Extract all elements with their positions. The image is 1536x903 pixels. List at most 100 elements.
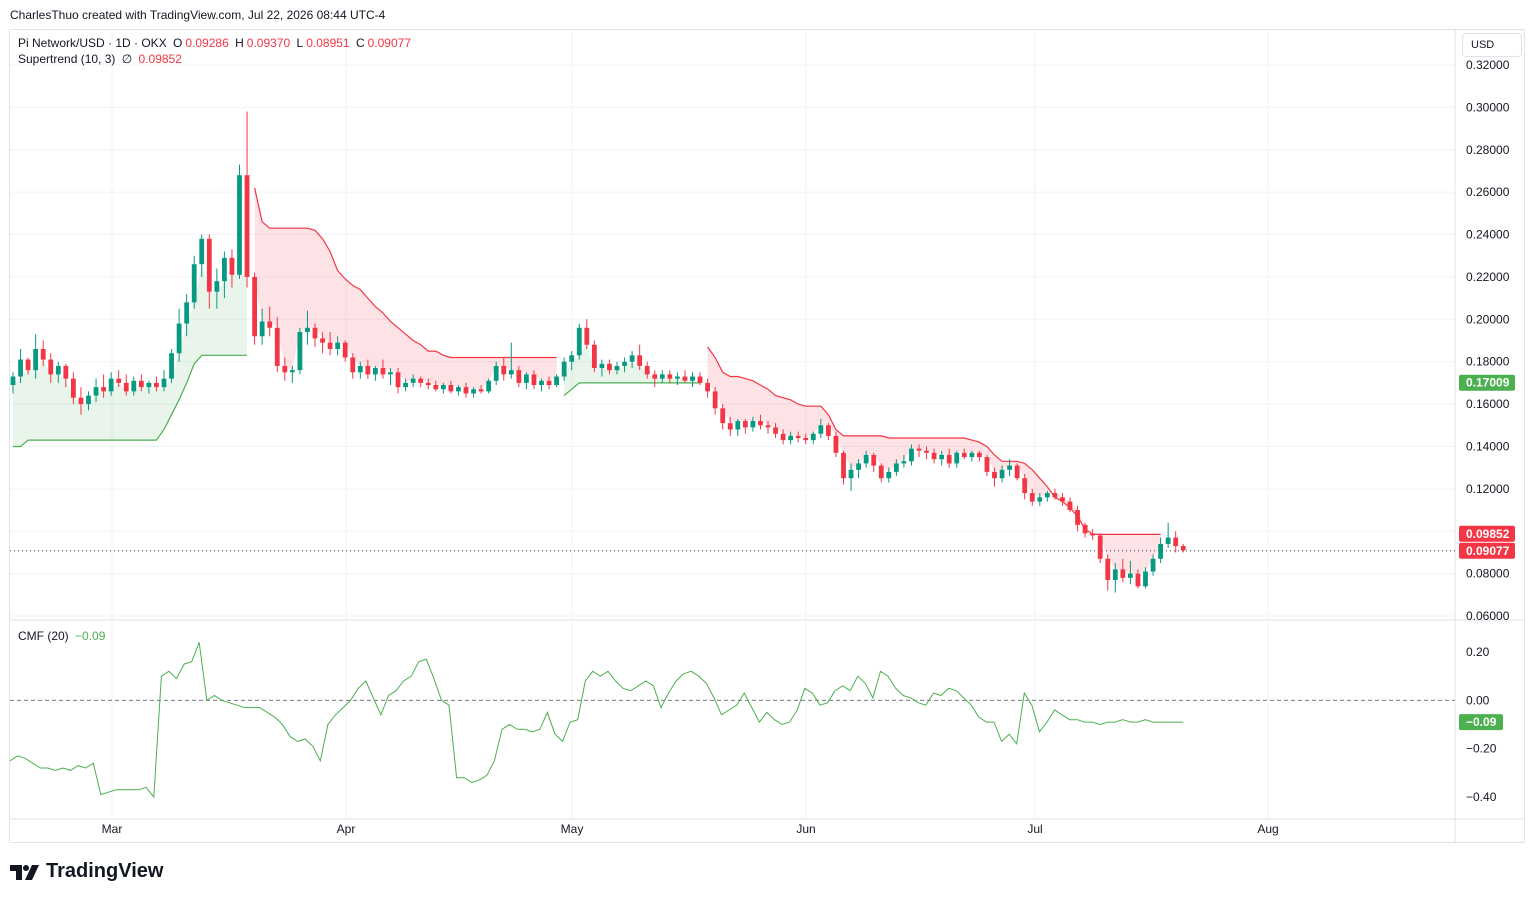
cmf-name[interactable]: CMF (20) xyxy=(18,629,69,643)
candle xyxy=(252,272,257,345)
candle-body xyxy=(773,427,778,434)
candle xyxy=(644,361,650,379)
candle xyxy=(561,357,567,381)
candle-body xyxy=(191,264,197,303)
candle xyxy=(682,370,688,383)
candle xyxy=(48,353,54,383)
candle-body xyxy=(229,257,235,275)
candle xyxy=(909,444,914,466)
price-tag-label: 0.09077 xyxy=(1466,544,1510,558)
candle-body xyxy=(1150,558,1156,572)
price-tick-label: 0.06000 xyxy=(1466,609,1510,623)
candle-body xyxy=(999,469,1005,479)
candle-body xyxy=(863,454,869,464)
candle xyxy=(977,450,982,462)
candle-body xyxy=(803,437,809,441)
candle xyxy=(380,359,386,379)
candle-body xyxy=(659,374,665,379)
candle-body xyxy=(440,385,446,390)
candle xyxy=(758,414,763,430)
candle xyxy=(826,423,831,441)
candle xyxy=(1112,563,1118,593)
candle xyxy=(508,342,514,379)
candle-body xyxy=(93,387,99,396)
time-tick-label: Jun xyxy=(796,822,815,836)
candle-body xyxy=(1037,497,1043,502)
candle xyxy=(93,378,99,402)
supertrend-name[interactable]: Supertrend (10, 3) xyxy=(18,52,116,66)
chart-frame xyxy=(9,29,1525,843)
candle xyxy=(954,450,960,468)
candle xyxy=(403,378,408,392)
candle xyxy=(712,387,718,415)
candle-body xyxy=(388,372,393,375)
candle-body xyxy=(750,421,756,428)
candle xyxy=(1143,567,1148,589)
candle xyxy=(1067,497,1073,513)
candle-body xyxy=(508,370,514,375)
open-value: 0.09286 xyxy=(185,36,229,50)
supertrend-up-line xyxy=(563,382,700,397)
candle-body xyxy=(373,368,378,375)
candle xyxy=(591,340,597,373)
candle xyxy=(433,380,439,392)
price-tag-bg xyxy=(1459,374,1515,391)
candle-body xyxy=(1090,533,1096,536)
candle xyxy=(425,378,431,390)
candle xyxy=(569,351,575,371)
candle xyxy=(86,391,91,411)
candle xyxy=(1173,531,1179,553)
candle xyxy=(742,418,748,434)
candle-body xyxy=(742,421,748,428)
candle-body xyxy=(501,365,507,375)
candle-body xyxy=(629,355,635,362)
candle xyxy=(388,368,393,386)
candle xyxy=(342,340,348,362)
candle xyxy=(735,418,741,436)
candle xyxy=(373,365,378,381)
candle-body xyxy=(206,238,212,292)
candle-body xyxy=(576,327,582,356)
candle-body xyxy=(516,370,522,383)
candle-body xyxy=(1158,543,1163,559)
tradingview-logo[interactable]: TradingView xyxy=(10,860,163,883)
candle xyxy=(705,378,710,398)
candle xyxy=(531,370,537,390)
candle xyxy=(856,459,861,479)
candle-body xyxy=(569,355,575,362)
candle-body xyxy=(1044,493,1050,498)
candle-body xyxy=(720,408,726,424)
symbol-name[interactable]: Pi Network/USD · 1D · OKX xyxy=(18,36,167,50)
candle xyxy=(1014,463,1020,481)
candle xyxy=(1082,522,1088,538)
candle xyxy=(720,404,726,430)
candle-body xyxy=(335,342,341,349)
candle-body xyxy=(357,365,363,373)
cmf-tick-label: 0.20 xyxy=(1466,645,1490,659)
candle-body xyxy=(1173,537,1179,547)
price-tick-label: 0.18000 xyxy=(1466,355,1510,369)
candle xyxy=(1135,569,1141,589)
candle xyxy=(493,361,499,386)
candle-body xyxy=(312,327,318,339)
high-label: H xyxy=(235,36,244,50)
candle-body xyxy=(410,378,416,383)
candle-body xyxy=(848,469,854,479)
candle-body xyxy=(252,276,257,337)
candle-body xyxy=(591,344,597,369)
candle-body xyxy=(901,461,907,464)
candle xyxy=(395,368,401,394)
open-label: O xyxy=(173,36,183,50)
candle-body xyxy=(486,380,492,392)
candle-body xyxy=(40,348,46,360)
candle xyxy=(999,465,1005,483)
candle-body xyxy=(1007,465,1012,470)
price-tag: 0.09852 xyxy=(1459,525,1515,542)
currency-button[interactable]: USD xyxy=(1462,33,1522,57)
candle xyxy=(289,365,295,383)
price-tick-label: 0.20000 xyxy=(1466,312,1510,326)
price-tag: 0.09077 xyxy=(1459,542,1515,559)
supertrend-fill xyxy=(13,187,1161,574)
candle-body xyxy=(1029,493,1035,502)
